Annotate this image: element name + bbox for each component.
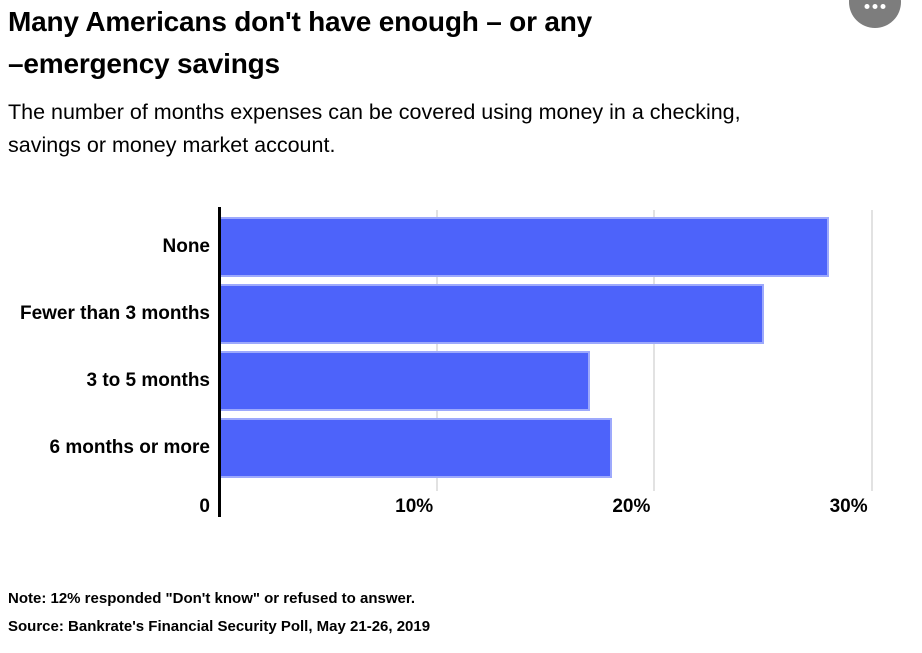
chart-subtitle-line2: savings or money market account. bbox=[8, 133, 336, 157]
chart-source: Source: Bankrate's Financial Security Po… bbox=[8, 618, 431, 635]
bar-fewer-than-3-months bbox=[221, 284, 764, 344]
gridline-20 bbox=[653, 210, 656, 491]
gridline-10 bbox=[436, 210, 439, 491]
chart-note: Note: 12% responded "Don't know" or refu… bbox=[8, 590, 416, 607]
chart-title-line1: Many Americans don't have enough – or an… bbox=[8, 6, 592, 37]
x-tick-label-0: 0 bbox=[199, 496, 210, 517]
bar-6-months-or-more bbox=[221, 418, 612, 478]
card-menu-button[interactable] bbox=[849, 0, 901, 28]
category-label-none: None bbox=[162, 236, 211, 257]
bar-3-to-5-months bbox=[221, 351, 591, 411]
chart-title-line2: –emergency savings bbox=[8, 48, 280, 79]
x-tick-label-30: 30% bbox=[829, 496, 868, 517]
x-tick-label-10: 10% bbox=[395, 496, 434, 517]
chart-subtitle-line1: The number of months expenses can be cov… bbox=[8, 100, 741, 124]
y-axis-line bbox=[218, 207, 221, 517]
chart-title: Many Americans don't have enough – or an… bbox=[8, 1, 808, 85]
plot-area: None Fewer than 3 months 3 to 5 months 6 mo… bbox=[0, 207, 922, 527]
gridline-30 bbox=[870, 210, 873, 491]
category-label-fewer-than-3-months: Fewer than 3 months bbox=[19, 303, 210, 324]
bar-none bbox=[221, 217, 830, 277]
category-label-3-to-5-months: 3 to 5 months bbox=[86, 370, 210, 391]
chart-subtitle: The number of months expenses can be cov… bbox=[8, 96, 898, 162]
x-tick-label-20: 20% bbox=[612, 496, 651, 517]
ellipsis-icon bbox=[864, 4, 886, 9]
category-label-6-months-or-more: 6 months or more bbox=[49, 437, 210, 458]
